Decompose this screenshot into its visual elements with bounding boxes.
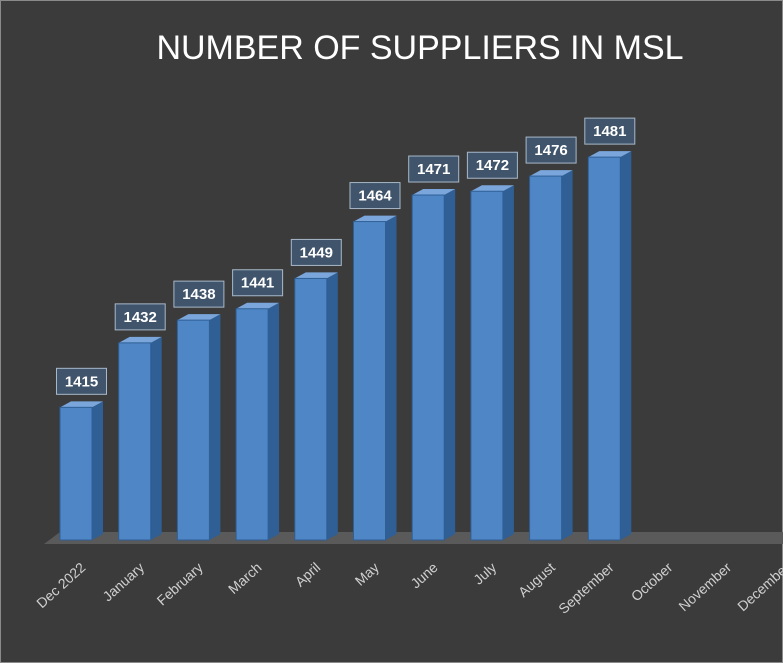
bar xyxy=(529,175,563,541)
value-label-box xyxy=(525,136,577,164)
value-label-box xyxy=(232,269,284,297)
bar-side xyxy=(92,401,103,540)
bar-side xyxy=(209,314,221,540)
value-label-box xyxy=(349,182,401,210)
bar-top xyxy=(294,272,338,279)
value-label-box xyxy=(466,151,518,179)
bar-top xyxy=(588,151,632,158)
value-label: 1471 xyxy=(417,161,450,178)
value-label-box xyxy=(56,367,107,395)
bar-side xyxy=(268,302,280,540)
bar-side xyxy=(561,170,573,540)
value-label: 1481 xyxy=(593,123,626,140)
bar-side xyxy=(502,185,514,540)
value-label-box xyxy=(584,117,636,145)
value-label: 1441 xyxy=(241,275,274,292)
bar-side xyxy=(385,215,397,540)
bar xyxy=(235,308,269,541)
bar-top xyxy=(60,401,103,408)
bar-top xyxy=(529,170,573,177)
bar xyxy=(353,221,386,541)
bar xyxy=(176,319,210,541)
chart-title: NUMBER OF SUPPLIERS IN MSL xyxy=(156,29,683,67)
bar-side xyxy=(326,272,338,540)
value-label: 1415 xyxy=(65,373,98,390)
value-label: 1432 xyxy=(124,309,157,326)
value-label: 1464 xyxy=(358,188,392,205)
value-label: 1472 xyxy=(476,157,509,174)
bar-side xyxy=(444,189,456,540)
value-label: 1438 xyxy=(182,286,215,303)
value-label: 1449 xyxy=(300,244,333,261)
bar xyxy=(59,406,93,541)
bar-top xyxy=(177,314,221,321)
value-label-box xyxy=(114,303,166,331)
bar-top xyxy=(470,185,514,192)
bar-top xyxy=(353,215,397,222)
value-label-box xyxy=(173,280,225,308)
bar-top xyxy=(412,189,456,196)
bar xyxy=(294,277,328,541)
bar xyxy=(470,190,504,541)
value-label-box xyxy=(408,155,460,183)
bar xyxy=(411,194,445,541)
bar-side xyxy=(150,336,162,540)
bar-side xyxy=(620,151,632,541)
bar-top xyxy=(118,336,162,343)
bar xyxy=(587,156,621,541)
bar-top xyxy=(236,302,280,309)
bar xyxy=(118,342,152,541)
value-label-box xyxy=(290,238,342,266)
value-label: 1476 xyxy=(534,142,567,159)
